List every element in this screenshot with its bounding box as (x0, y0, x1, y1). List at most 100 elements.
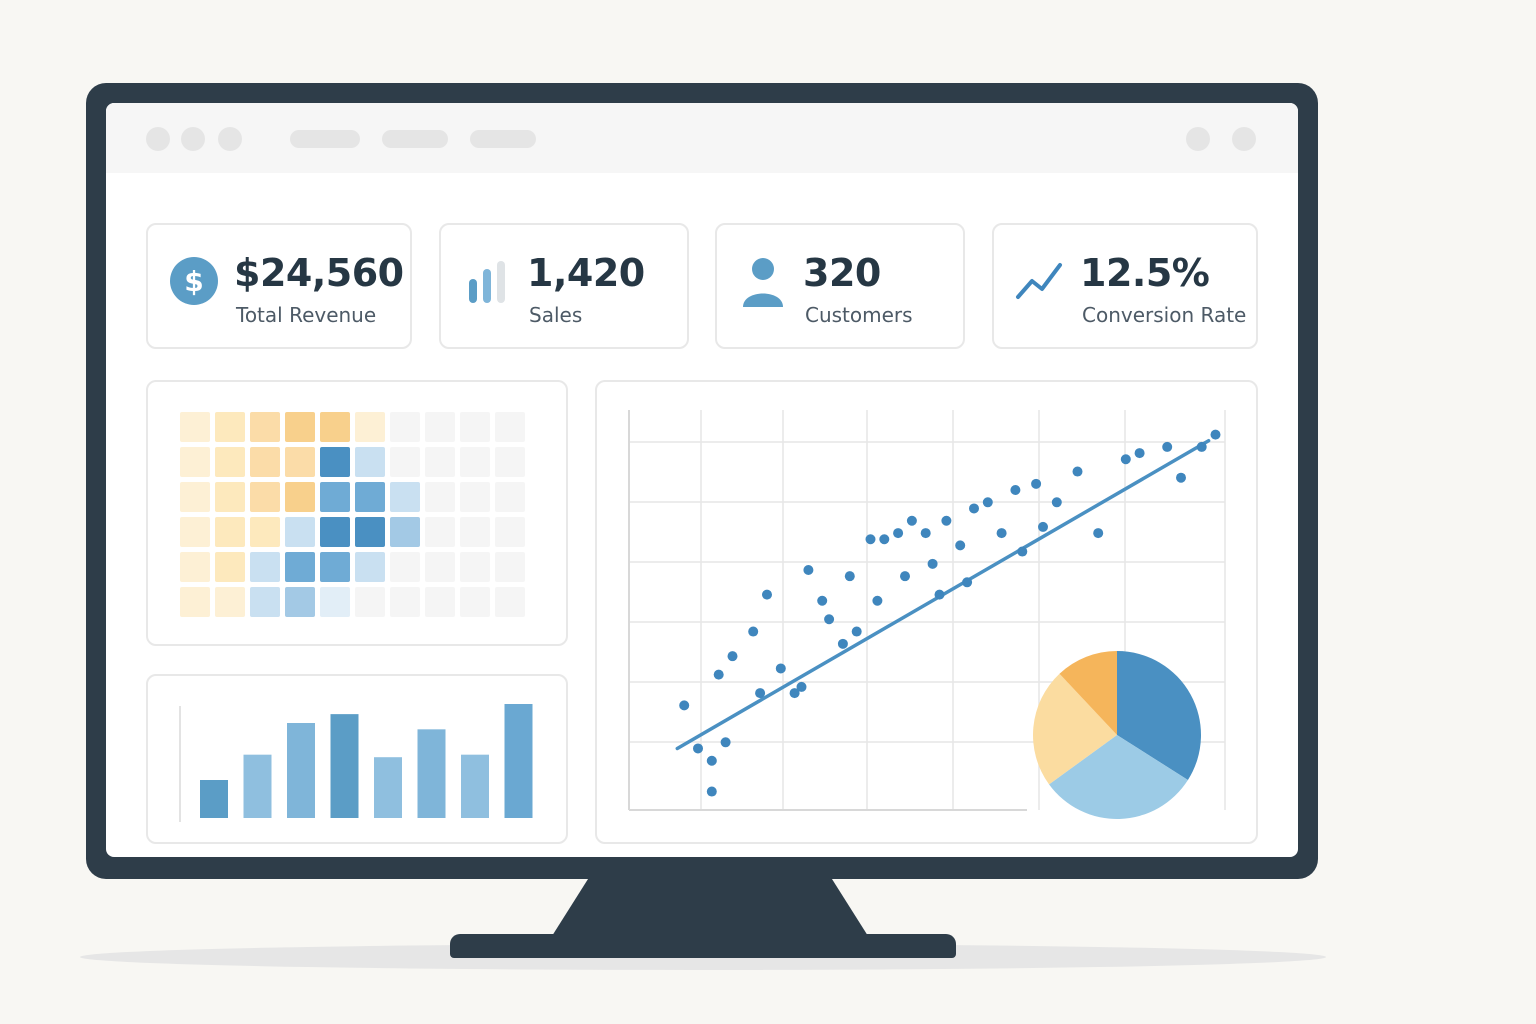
kpi-value: $24,560 (234, 251, 404, 295)
bar (374, 757, 402, 818)
scatter-point (762, 589, 772, 600)
heatmap-cell (320, 412, 350, 442)
scatter-point (1072, 466, 1083, 477)
heatmap-cell (285, 517, 315, 547)
screen: $ $24,560 Total Revenue 1,420 Sales (106, 103, 1298, 857)
toolbar-action-dot[interactable] (1186, 127, 1210, 151)
heatmap-cell (285, 482, 315, 512)
pie-slice (1117, 651, 1201, 781)
bar (504, 704, 533, 818)
scatter-point (693, 743, 703, 754)
monitor-neck (552, 876, 868, 936)
bar (461, 754, 489, 818)
heatmap-cell (180, 552, 210, 582)
kpi-value: 1,420 (527, 251, 645, 295)
scatter-point (789, 688, 800, 699)
scatter-point (775, 663, 786, 674)
bar (330, 714, 359, 818)
scatter-point (872, 595, 883, 606)
heatmap-cell (425, 412, 455, 442)
scatter-point (955, 540, 966, 551)
heatmap-cell (355, 587, 385, 617)
bar-chart-icon (461, 255, 513, 307)
scatter-point (817, 595, 828, 606)
pie-slice (1033, 673, 1117, 785)
bar-chart (179, 704, 533, 822)
kpi-label: Customers (805, 303, 913, 327)
heatmap-cell (355, 552, 385, 582)
user-icon (737, 255, 789, 307)
heatmap-cell (285, 412, 315, 442)
heatmap-cell (390, 552, 420, 582)
scatter-point (1010, 485, 1021, 495)
scatter-point (969, 503, 979, 514)
trend-line-icon (1014, 255, 1066, 307)
kpi-card-customers[interactable]: 320 Customers (715, 223, 965, 349)
heatmap-cell (320, 587, 350, 617)
window-control-dot[interactable] (181, 127, 205, 151)
heatmap-cell (180, 447, 210, 477)
heatmap-cell (495, 552, 525, 582)
heatmap-cell (390, 517, 420, 547)
scatter-point (900, 571, 910, 582)
heatmap-cell (215, 412, 245, 442)
scatter-point (906, 515, 917, 526)
bar (287, 723, 315, 818)
heatmap-cell (460, 412, 490, 442)
heatmap-cell (250, 587, 280, 617)
scatter-point (706, 786, 717, 797)
scatter-point (1093, 528, 1104, 539)
tab-placeholder[interactable] (290, 130, 360, 148)
scatter-point (755, 688, 766, 699)
scatter-point (893, 528, 904, 539)
heatmap-cell (250, 552, 280, 582)
heatmap-cell (460, 517, 490, 547)
heatmap-cell (250, 517, 280, 547)
tab-placeholder[interactable] (382, 130, 448, 148)
scatter-point (1162, 441, 1173, 452)
heatmap-cell (390, 587, 420, 617)
heatmap-cell (285, 552, 315, 582)
heatmap-cell (390, 482, 420, 512)
heatmap-cell (390, 412, 420, 442)
kpi-label: Total Revenue (236, 303, 377, 327)
pie-slice (1049, 735, 1188, 819)
heatmap-cell (355, 447, 385, 477)
kpi-card-conversion[interactable]: 12.5% Conversion Rate (992, 223, 1258, 349)
kpi-value: 12.5% (1080, 251, 1210, 295)
heatmap-cell (460, 447, 490, 477)
dollar-icon: $ (168, 255, 220, 307)
heatmap-cell (425, 517, 455, 547)
heatmap-cell (215, 447, 245, 477)
heatmap-grid (180, 412, 525, 617)
scatter-point (727, 651, 738, 662)
heatmap-cell (215, 587, 245, 617)
scatter-point (796, 681, 807, 692)
kpi-value: 320 (803, 251, 881, 295)
heatmap-cell (425, 552, 455, 582)
scatter-point (1051, 497, 1062, 508)
kpi-card-revenue[interactable]: $ $24,560 Total Revenue (146, 223, 412, 349)
heatmap-cell (460, 482, 490, 512)
scatter-point (934, 589, 945, 600)
scatter-point (1120, 454, 1131, 465)
scatter-point (1038, 521, 1048, 532)
browser-toolbar (106, 103, 1298, 173)
scatter-point (748, 626, 759, 637)
heatmap-cell (355, 482, 385, 512)
monitor-frame: $ $24,560 Total Revenue 1,420 Sales (86, 83, 1318, 879)
heatmap-cell (215, 517, 245, 547)
tab-placeholder[interactable] (470, 130, 536, 148)
kpi-label: Sales (529, 303, 583, 327)
bar-chart-panel (146, 674, 568, 844)
window-control-dot[interactable] (218, 127, 242, 151)
window-control-dot[interactable] (146, 127, 170, 151)
scatter-point (879, 534, 890, 545)
toolbar-action-dot[interactable] (1232, 127, 1256, 151)
kpi-card-sales[interactable]: 1,420 Sales (439, 223, 689, 349)
heatmap-cell (320, 482, 350, 512)
heatmap-cell (425, 587, 455, 617)
monitor-stand (450, 934, 956, 958)
heatmap-cell (320, 447, 350, 477)
scatter-point (1031, 478, 1042, 489)
